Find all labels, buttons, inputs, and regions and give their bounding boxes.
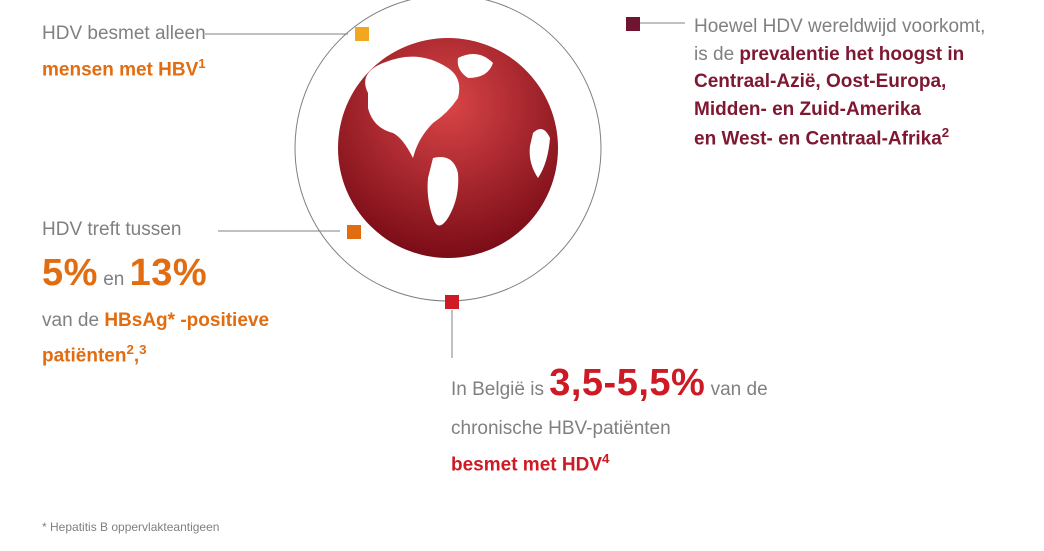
fact2-line1: HDV treft tussen — [42, 216, 342, 244]
fact4-line5-hl: en West- en Centraal-Afrika — [694, 129, 942, 150]
fact4-line1: Hoewel HDV wereldwijd voorkomt, — [694, 13, 1034, 41]
fact2-line4-hl: patiënten — [42, 346, 126, 367]
fact3-line2: chronische HBV-patiënten — [451, 415, 871, 443]
fact-belgium: In België is 3,5-5,5% van de chronische … — [451, 356, 871, 479]
fact1-highlight: mensen met HBV — [42, 59, 198, 80]
fact3-pct: 3,5-5,5% — [549, 362, 705, 404]
fact4-ref: 2 — [942, 125, 949, 140]
fact3-ref: 4 — [602, 451, 609, 466]
fact4-line3-hl: Centraal-Azië, Oost-Europa, — [694, 71, 946, 92]
fact2-line3-pre: van de — [42, 310, 104, 331]
fact-prevalence-range: HDV treft tussen 5% en 13% van de HBsAg*… — [42, 216, 342, 370]
fact-global-prevalence: Hoewel HDV wereldwijd voorkomt, is de pr… — [694, 11, 1034, 153]
fact2-ref1: 2 — [126, 342, 133, 357]
infographic-canvas: HDV besmet alleen mensen met HBV1 HDV tr… — [0, 0, 1044, 551]
fact3-line1-post: van de — [705, 379, 767, 400]
fact4-line2-hl: prevalentie het hoogst in — [739, 44, 964, 65]
fact2-pct-high: 13% — [130, 252, 208, 294]
fact1-ref: 1 — [198, 56, 205, 71]
fact2-pct-low: 5% — [42, 252, 98, 294]
fact2-line3-hl: HBsAg* -positieve — [104, 310, 269, 331]
fact-hbv-only: HDV besmet alleen mensen met HBV1 — [42, 20, 332, 83]
fact3-line3-hl: besmet met HDV — [451, 454, 602, 475]
fact1-line1: HDV besmet alleen — [42, 20, 332, 48]
fact2-ref2: 3 — [139, 342, 146, 357]
footnote: * Hepatitis B oppervlakteantigeen — [42, 520, 219, 534]
fact4-line4-hl: Midden- en Zuid-Amerika — [694, 99, 921, 120]
fact3-line1-pre: In België is — [451, 379, 549, 400]
fact2-percent-line: 5% en 13% — [42, 246, 342, 301]
fact4-line2-pre: is de — [694, 44, 739, 65]
fact3-line1: In België is 3,5-5,5% van de — [451, 356, 871, 411]
fact2-and: en — [103, 269, 124, 290]
